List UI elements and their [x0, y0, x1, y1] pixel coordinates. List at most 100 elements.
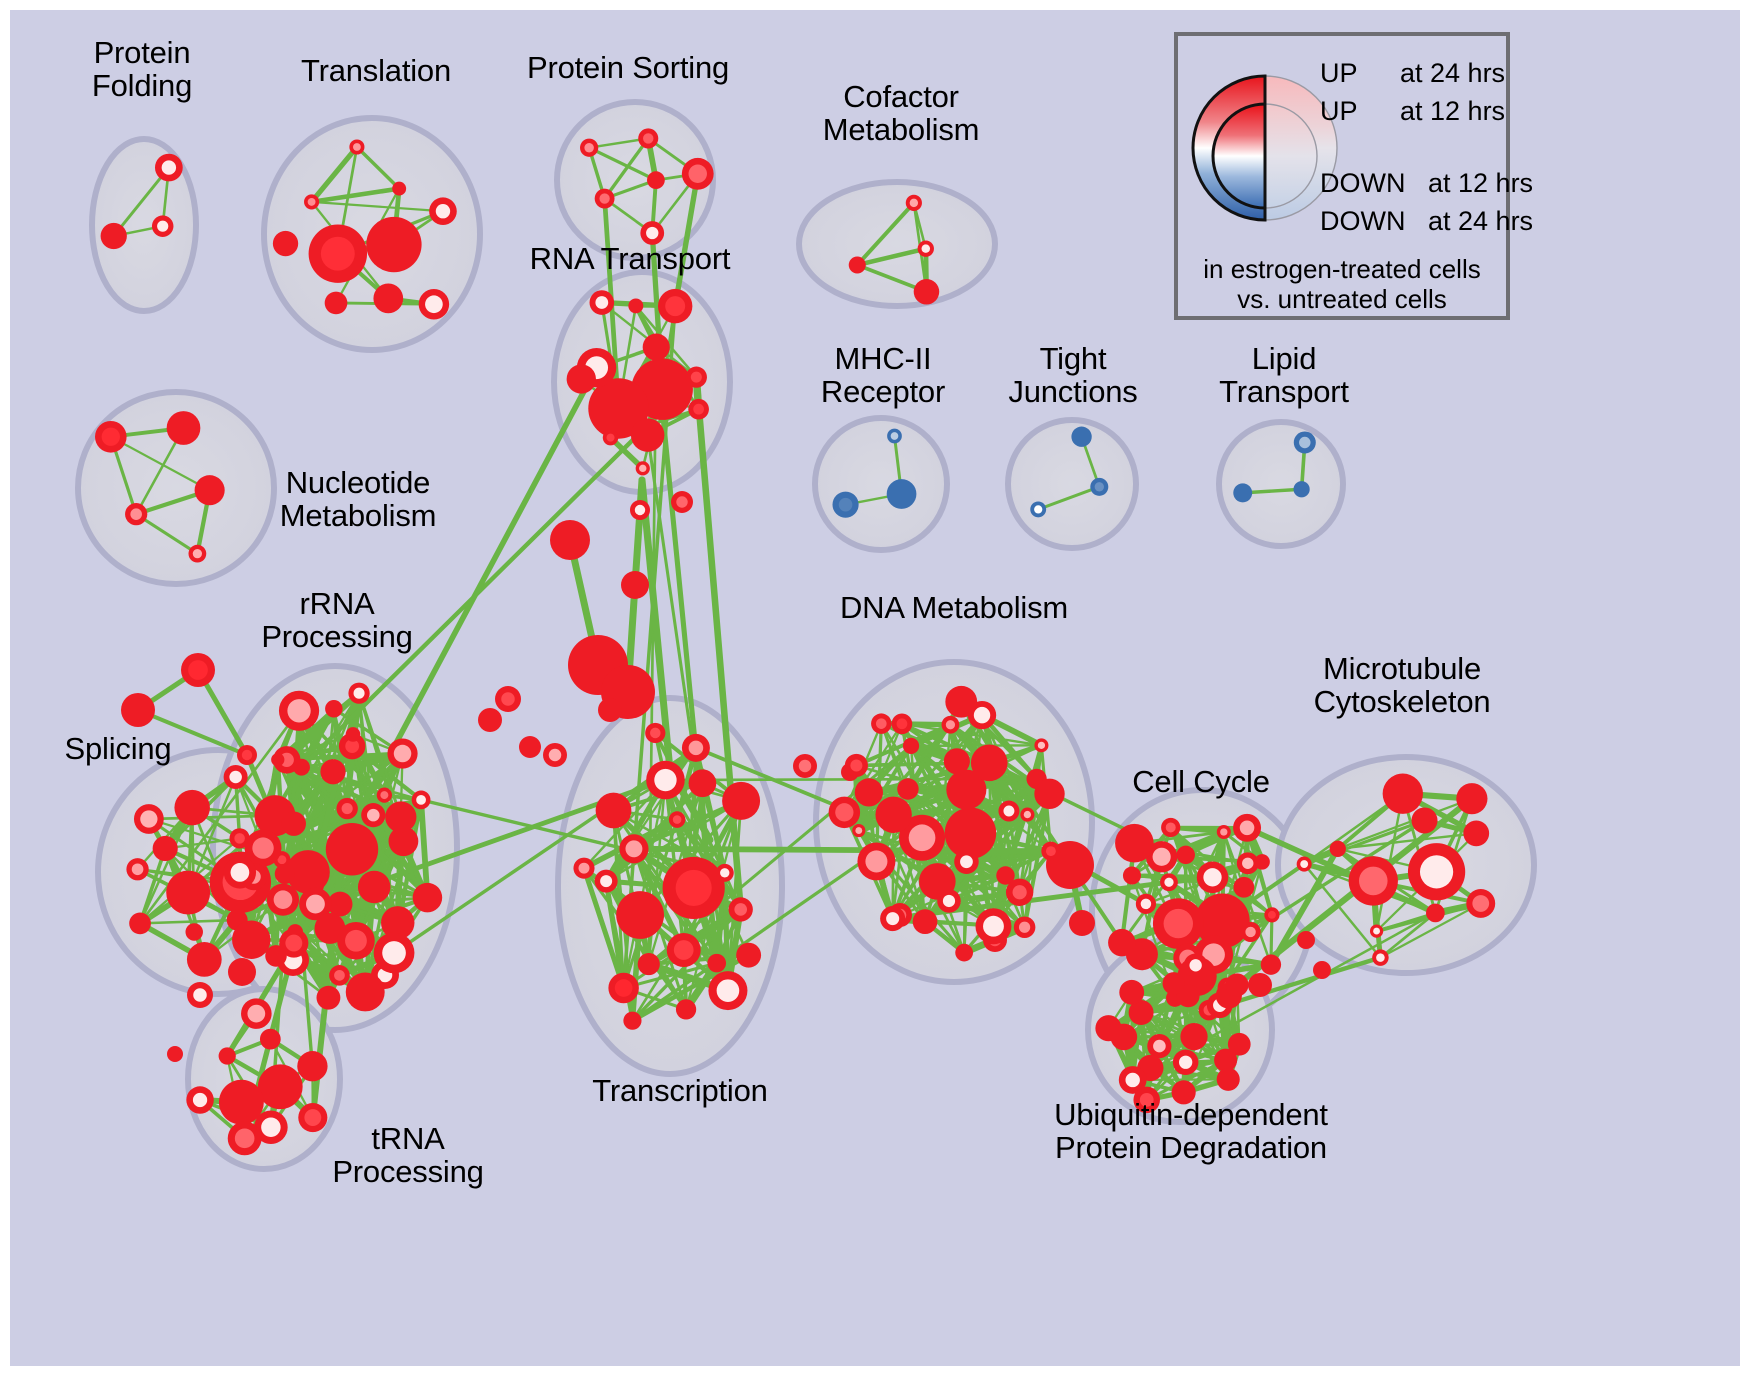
network-node[interactable] — [912, 909, 938, 935]
network-node[interactable] — [550, 520, 590, 560]
network-node[interactable] — [381, 906, 415, 940]
network-node[interactable] — [1071, 426, 1092, 447]
network-node[interactable] — [707, 953, 727, 973]
network-node[interactable] — [121, 693, 155, 727]
network-node[interactable] — [324, 291, 348, 315]
network-node[interactable] — [257, 1064, 303, 1110]
network-node[interactable] — [1180, 1023, 1208, 1051]
network-node[interactable] — [736, 942, 762, 968]
network-node[interactable] — [588, 378, 649, 439]
network-node[interactable] — [1293, 481, 1310, 498]
network-node[interactable] — [327, 891, 353, 917]
network-node[interactable] — [185, 923, 203, 941]
network-node[interactable] — [129, 912, 151, 935]
network-node[interactable] — [637, 953, 660, 976]
network-node[interactable] — [1069, 910, 1095, 936]
network-node[interactable] — [388, 826, 419, 857]
network-node[interactable] — [1216, 1067, 1240, 1091]
network-node[interactable] — [286, 850, 330, 894]
network-node[interactable] — [630, 418, 665, 452]
network-node[interactable] — [595, 792, 632, 829]
network-node[interactable] — [345, 727, 361, 742]
network-node[interactable] — [621, 571, 649, 599]
network-node[interactable] — [897, 778, 919, 800]
network-node[interactable] — [623, 1011, 642, 1030]
network-node[interactable] — [688, 769, 717, 798]
network-node[interactable] — [675, 999, 697, 1020]
network-node[interactable] — [1254, 854, 1270, 870]
network-node[interactable] — [1195, 893, 1250, 949]
network-node[interactable] — [955, 943, 974, 962]
network-node[interactable] — [166, 411, 201, 445]
network-node[interactable] — [265, 945, 287, 967]
network-node[interactable] — [913, 279, 940, 305]
network-node[interactable] — [271, 753, 285, 767]
network-node[interactable] — [996, 866, 1015, 885]
network-node[interactable] — [616, 891, 664, 939]
network-node[interactable] — [598, 698, 622, 722]
network-node[interactable] — [1329, 840, 1346, 857]
network-node[interactable] — [946, 769, 987, 810]
network-node[interactable] — [1426, 903, 1445, 923]
network-node[interactable] — [325, 700, 343, 718]
network-node[interactable] — [478, 708, 502, 732]
network-node[interactable] — [1248, 973, 1272, 997]
network-node[interactable] — [1214, 1048, 1238, 1072]
network-node[interactable] — [1122, 866, 1142, 885]
network-node[interactable] — [1233, 483, 1253, 503]
network-node[interactable] — [647, 171, 665, 190]
network-node[interactable] — [1297, 931, 1315, 949]
network-node[interactable] — [1260, 954, 1282, 975]
network-node[interactable] — [628, 298, 644, 314]
network-node[interactable] — [174, 789, 210, 826]
network-node[interactable] — [1108, 928, 1136, 957]
network-node[interactable] — [1128, 1000, 1154, 1025]
network-node[interactable] — [392, 181, 407, 196]
network-node[interactable] — [314, 913, 346, 944]
network-node[interactable] — [519, 736, 541, 758]
network-node[interactable] — [274, 863, 295, 884]
network-node[interactable] — [320, 759, 346, 785]
network-node[interactable] — [1171, 1080, 1196, 1105]
network-node[interactable] — [167, 1046, 183, 1062]
network-node[interactable] — [232, 920, 271, 959]
network-node[interactable] — [373, 283, 404, 314]
network-node[interactable] — [1176, 845, 1195, 865]
network-node[interactable] — [854, 778, 883, 807]
network-node[interactable] — [945, 685, 978, 718]
network-node[interactable] — [259, 1028, 281, 1050]
network-node[interactable] — [325, 823, 379, 876]
network-node[interactable] — [166, 870, 211, 915]
network-node[interactable] — [218, 1079, 264, 1125]
network-node[interactable] — [316, 985, 341, 1010]
network-node[interactable] — [1463, 820, 1490, 847]
network-node[interactable] — [1313, 961, 1331, 979]
network-node[interactable] — [875, 796, 912, 833]
network-node[interactable] — [566, 364, 596, 394]
network-node[interactable] — [218, 1047, 236, 1065]
network-node[interactable] — [366, 216, 422, 273]
network-node[interactable] — [1225, 973, 1249, 997]
network-node[interactable] — [345, 972, 385, 1012]
network-node[interactable] — [970, 744, 1008, 782]
network-node[interactable] — [1411, 807, 1438, 834]
network-node[interactable] — [152, 835, 178, 862]
network-node[interactable] — [357, 870, 391, 904]
network-node[interactable] — [886, 479, 917, 509]
network-node[interactable] — [1233, 876, 1255, 898]
network-node[interactable] — [642, 333, 670, 361]
network-node[interactable] — [297, 1051, 328, 1082]
network-node[interactable] — [272, 230, 299, 257]
network-node[interactable] — [100, 222, 127, 250]
network-node[interactable] — [1162, 972, 1185, 995]
network-node[interactable] — [943, 748, 970, 775]
network-node[interactable] — [412, 882, 443, 913]
network-node[interactable] — [722, 781, 761, 820]
network-node[interactable] — [281, 811, 306, 836]
network-node[interactable] — [1115, 823, 1154, 863]
network-node[interactable] — [1095, 1015, 1122, 1042]
network-node[interactable] — [848, 256, 866, 274]
network-node[interactable] — [1456, 783, 1488, 815]
network-node[interactable] — [1227, 1032, 1251, 1056]
network-node[interactable] — [186, 942, 222, 977]
